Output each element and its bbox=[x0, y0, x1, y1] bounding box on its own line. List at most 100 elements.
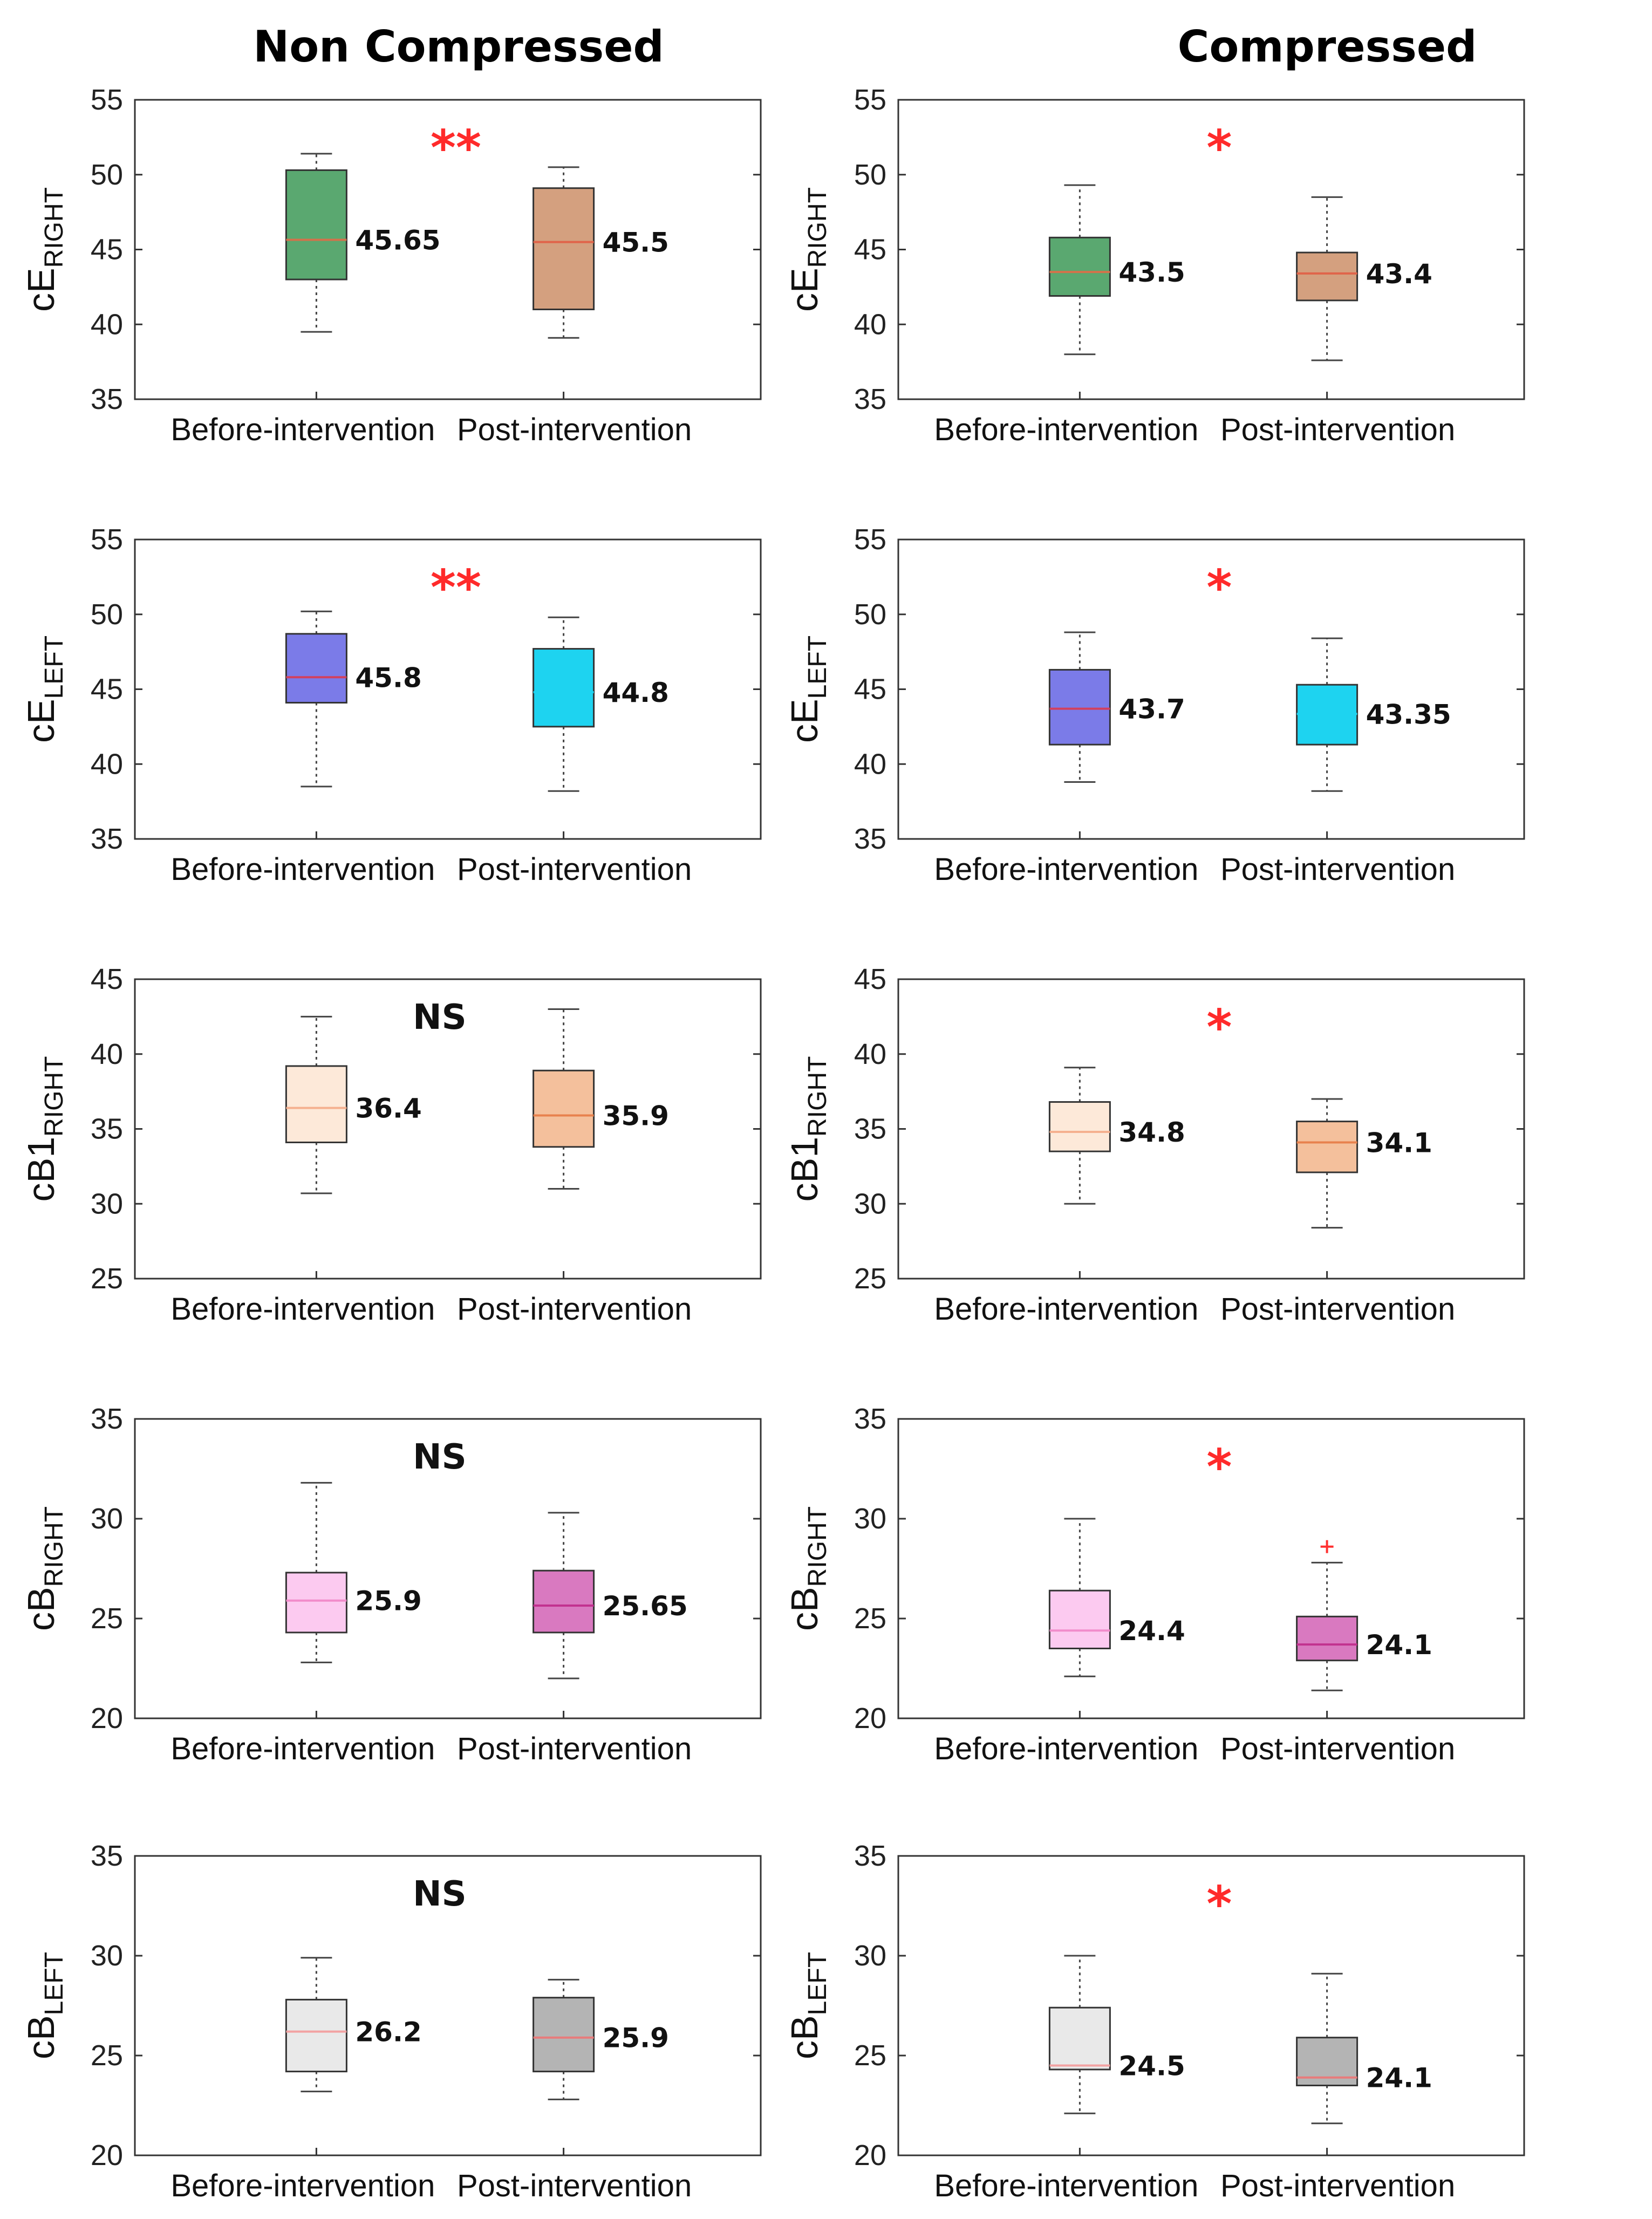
chart-9-iqr-box-0 bbox=[1048, 2006, 1111, 2071]
chart-3-y-tick-label-3: 50 bbox=[854, 598, 886, 631]
chart-7-iqr-box-1 bbox=[1296, 1615, 1359, 1662]
chart-2-y-tick-label-3: 50 bbox=[91, 598, 123, 631]
chart-9-x-tick-label-0: Before-intervention bbox=[934, 2168, 1198, 2203]
chart-6-box-0: Before-intervention 25.9 bbox=[170, 1481, 435, 1766]
chart-1-y-axis-label: cERIGHT bbox=[783, 187, 832, 312]
chart-0-y-tick-label-1: 40 bbox=[91, 308, 123, 340]
chart-2-iqr-box-1 bbox=[533, 648, 595, 728]
chart-8-x-tick-label-0: Before-intervention bbox=[170, 2168, 435, 2203]
chart-9-significance-stars: * bbox=[1206, 1876, 1232, 1933]
chart-6-x-tick-label-1: Post-intervention bbox=[457, 1731, 692, 1766]
chart-3-x-tick-label-1: Post-intervention bbox=[1220, 852, 1455, 887]
chart-3-y-tick-label-2: 45 bbox=[854, 673, 886, 706]
chart-8-x-tick-label-1: Post-intervention bbox=[457, 2168, 692, 2203]
box-plot-6: 20 25 30 35 cBRIGHT Before-intervention 25.9 Po… bbox=[20, 1403, 762, 1766]
box-plot-4: 25 30 35 40 45 cB1RIGHT Before-intervention 36.… bbox=[20, 963, 762, 1327]
chart-3-y-tick-label-1: 40 bbox=[854, 748, 886, 780]
chart-4-significance-label: NS bbox=[413, 998, 467, 1037]
chart-1-y-tick-label-3: 50 bbox=[854, 159, 886, 191]
chart-6-y-tick-label-0: 20 bbox=[91, 1702, 123, 1735]
chart-1-y-tick-label-2: 45 bbox=[854, 234, 886, 266]
column-title-compressed: Compressed bbox=[1177, 22, 1477, 72]
chart-0-box-0: Before-intervention 45.65 bbox=[170, 153, 441, 447]
box-plot-7: 20 25 30 35 cBRIGHT Before-intervention 24.4 Po… bbox=[783, 1403, 1525, 1766]
chart-2-box-1: Post-intervention 44.8 bbox=[457, 616, 692, 887]
chart-7-y-axis-label: cBRIGHT bbox=[783, 1506, 832, 1631]
chart-4-x-tick-label-1: Post-intervention bbox=[457, 1292, 692, 1327]
chart-1-box-1: Post-intervention 43.4 bbox=[1220, 196, 1455, 447]
chart-6-plot-frame bbox=[134, 1418, 762, 1719]
chart-9-median-label-0: 24.5 bbox=[1118, 2051, 1185, 2082]
chart-3-y-axis-label: cELEFT bbox=[783, 636, 832, 743]
chart-7-iqr-box-0 bbox=[1048, 1589, 1111, 1649]
chart-7-significance-stars: * bbox=[1206, 1439, 1232, 1496]
chart-2-box-0: Before-intervention 45.8 bbox=[170, 610, 435, 887]
chart-1-significance-stars: * bbox=[1206, 120, 1232, 176]
chart-1-x-tick-label-1: Post-intervention bbox=[1220, 412, 1455, 447]
chart-3-box-0: Before-intervention 43.7 bbox=[934, 631, 1198, 887]
chart-0-iqr-box-0 bbox=[285, 169, 347, 281]
chart-6-y-tick-label-1: 25 bbox=[91, 1602, 123, 1635]
chart-0-y-axis-label: cERIGHT bbox=[20, 187, 69, 312]
chart-5-x-tick-label-1: Post-intervention bbox=[1220, 1292, 1455, 1327]
chart-4-y-axis-label: cB1RIGHT bbox=[20, 1056, 69, 1202]
chart-5-box-0: Before-intervention 34.8 bbox=[934, 1067, 1198, 1327]
chart-7-y-tick-label-3: 35 bbox=[854, 1403, 886, 1435]
chart-1-y-axis-label-main: cE bbox=[783, 268, 825, 312]
chart-6-iqr-box-0 bbox=[285, 1572, 347, 1634]
chart-1-y-tick-label-1: 40 bbox=[854, 308, 886, 340]
chart-1-y-axis-label-subscript: RIGHT bbox=[803, 187, 832, 268]
chart-7-median-label-0: 24.4 bbox=[1118, 1615, 1185, 1647]
chart-5-y-tick-label-2: 35 bbox=[854, 1113, 886, 1145]
chart-4-y-axis-label-main: cB1 bbox=[20, 1137, 62, 1202]
chart-9-y-tick-label-2: 30 bbox=[854, 1940, 886, 1972]
chart-2-y-tick-label-4: 55 bbox=[91, 523, 123, 556]
box-plot-0: 35 40 45 50 55 cERIGHT Before-intervention 45.6… bbox=[20, 84, 762, 447]
chart-5-y-tick-label-4: 45 bbox=[854, 963, 886, 995]
chart-5-median-label-0: 34.8 bbox=[1118, 1117, 1185, 1148]
chart-5-x-tick-label-0: Before-intervention bbox=[934, 1292, 1198, 1327]
box-plot-9: 20 25 30 35 cBLEFT Before-intervention 24.5 Pos… bbox=[783, 1840, 1525, 2203]
chart-0-y-tick-label-4: 55 bbox=[91, 84, 123, 116]
chart-4-y-tick-label-3: 40 bbox=[91, 1038, 123, 1070]
chart-5-y-axis-label-main: cB1 bbox=[783, 1137, 825, 1202]
chart-5-y-tick-label-1: 30 bbox=[854, 1187, 886, 1220]
chart-0-x-tick-label-1: Post-intervention bbox=[457, 412, 692, 447]
chart-7-x-tick-label-0: Before-intervention bbox=[934, 1731, 1198, 1766]
chart-7-median-label-1: 24.1 bbox=[1366, 1629, 1432, 1661]
chart-2-y-tick-label-0: 35 bbox=[91, 823, 123, 855]
chart-8-significance-label: NS bbox=[413, 1874, 467, 1914]
chart-5-iqr-box-1 bbox=[1296, 1121, 1359, 1173]
box-plot-2: 35 40 45 50 55 cELEFT Before-intervention 45.8 P… bbox=[20, 523, 762, 887]
chart-3-median-label-1: 43.35 bbox=[1366, 699, 1451, 730]
chart-4-x-tick-label-0: Before-intervention bbox=[170, 1292, 435, 1327]
chart-7-y-axis-label-subscript: RIGHT bbox=[803, 1506, 832, 1587]
chart-4-y-tick-label-2: 35 bbox=[91, 1113, 123, 1145]
chart-4-iqr-box-1 bbox=[533, 1069, 595, 1148]
chart-7-box-1: Post-intervention 24.1 bbox=[1220, 1540, 1455, 1766]
chart-0-significance-stars: ** bbox=[431, 120, 481, 176]
chart-2-median-label-0: 45.8 bbox=[355, 662, 421, 693]
chart-9-median-label-1: 24.1 bbox=[1366, 2063, 1432, 2094]
chart-7-plot-frame bbox=[897, 1418, 1525, 1719]
chart-3-significance-stars: * bbox=[1206, 559, 1232, 616]
chart-1-y-tick-label-4: 55 bbox=[854, 84, 886, 116]
chart-8-median-label-1: 25.9 bbox=[603, 2023, 669, 2054]
chart-0-y-axis-label-subscript: RIGHT bbox=[40, 187, 69, 268]
chart-6-y-tick-label-2: 30 bbox=[91, 1503, 123, 1535]
chart-1-median-label-0: 43.5 bbox=[1118, 257, 1185, 288]
chart-1-box-0: Before-intervention 43.5 bbox=[934, 184, 1198, 447]
chart-3-box-1: Post-intervention 43.35 bbox=[1220, 637, 1455, 887]
chart-2-significance-stars: ** bbox=[431, 559, 481, 616]
chart-4-median-label-1: 35.9 bbox=[603, 1101, 669, 1132]
chart-0-y-tick-label-0: 35 bbox=[91, 383, 123, 415]
chart-8-y-axis-label-subscript: LEFT bbox=[40, 1952, 69, 2015]
chart-8-box-1: Post-intervention 25.9 bbox=[457, 1978, 692, 2203]
chart-9-x-tick-label-1: Post-intervention bbox=[1220, 2168, 1455, 2203]
chart-6-y-axis-label-subscript: RIGHT bbox=[40, 1506, 69, 1587]
chart-9-plot-frame bbox=[897, 1855, 1525, 2156]
chart-2-y-axis-label-main: cE bbox=[20, 699, 62, 743]
chart-3-median-label-0: 43.7 bbox=[1118, 694, 1185, 725]
